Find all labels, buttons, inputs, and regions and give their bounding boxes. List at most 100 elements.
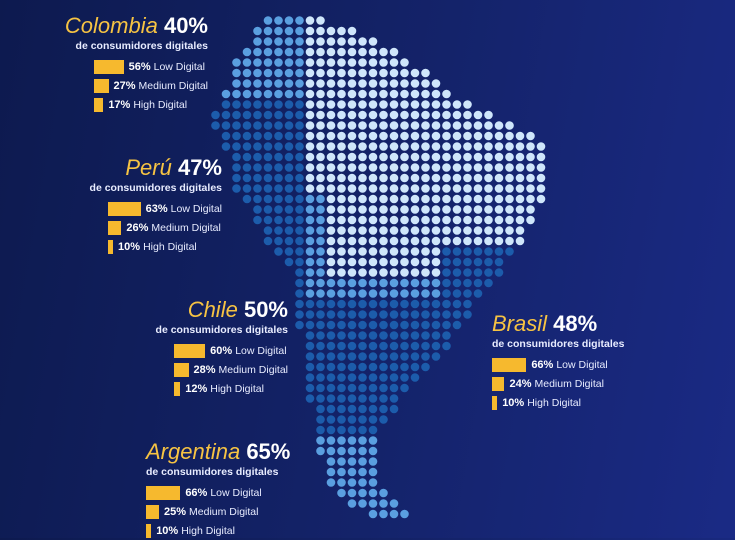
map-dot xyxy=(431,205,441,214)
map-dot xyxy=(421,184,430,193)
bar xyxy=(107,220,122,235)
map-dot xyxy=(347,499,357,508)
map-dot xyxy=(242,79,252,88)
bar xyxy=(492,357,527,372)
map-dot xyxy=(536,184,546,193)
map-dot xyxy=(410,110,420,120)
map-dot xyxy=(473,110,483,120)
bar xyxy=(173,381,181,396)
map-dot xyxy=(263,152,273,162)
map-dot xyxy=(431,163,441,172)
bar-value-label: 66% xyxy=(531,358,554,371)
map-dot xyxy=(347,26,357,36)
map-dot xyxy=(431,352,441,361)
map-dot xyxy=(368,278,378,288)
map-dot xyxy=(400,173,409,183)
map-dot xyxy=(431,215,441,225)
map-dot xyxy=(326,184,336,193)
map-dot xyxy=(473,215,483,225)
map-dot xyxy=(379,394,388,403)
bar-row: 24% Medium Digital xyxy=(492,374,652,393)
map-dot xyxy=(305,289,315,298)
map-dot xyxy=(274,205,283,214)
map-dot xyxy=(305,16,315,25)
map-dot xyxy=(295,310,304,319)
map-dot xyxy=(263,16,273,25)
map-dot xyxy=(484,152,493,162)
map-dot xyxy=(242,89,252,99)
map-dot xyxy=(379,236,388,246)
map-dot xyxy=(316,152,325,162)
map-dot xyxy=(368,121,378,130)
map-dot xyxy=(232,142,241,151)
map-dot xyxy=(473,131,483,141)
map-dot xyxy=(421,341,430,351)
map-dot xyxy=(452,310,462,319)
country-block-chile: Chile 50% de consumidores digitales 60% L… xyxy=(140,298,288,401)
map-dot xyxy=(316,58,325,67)
map-dot xyxy=(410,194,420,204)
map-dot xyxy=(295,79,304,88)
country-block-argentina: Argentina 65% de consumidores digitales … xyxy=(146,440,306,540)
map-dot xyxy=(232,58,241,67)
bar xyxy=(146,485,181,500)
map-dot xyxy=(452,152,462,162)
map-dot xyxy=(379,299,388,309)
map-dot xyxy=(263,68,273,78)
map-dot xyxy=(368,47,378,57)
map-dot xyxy=(305,173,315,183)
map-dot xyxy=(305,163,315,172)
map-dot xyxy=(473,278,483,288)
map-dot xyxy=(431,236,441,246)
map-dot xyxy=(347,488,357,498)
map-dot xyxy=(263,226,273,235)
map-dot xyxy=(358,131,367,141)
map-dot xyxy=(505,142,514,151)
map-dot xyxy=(442,278,451,288)
map-dot xyxy=(347,100,357,109)
map-dot xyxy=(326,121,336,130)
map-dot xyxy=(295,173,304,183)
map-dot xyxy=(389,499,399,508)
map-dot xyxy=(347,415,357,424)
map-dot xyxy=(368,415,378,424)
map-dot xyxy=(316,173,325,183)
map-dot xyxy=(358,352,367,361)
map-dot xyxy=(347,299,357,309)
map-dot xyxy=(326,89,336,99)
map-dot xyxy=(253,26,262,36)
map-dot xyxy=(463,131,472,141)
bar-category-label: Low Digital xyxy=(556,358,608,371)
map-dot xyxy=(379,383,388,393)
map-dot xyxy=(358,383,367,393)
map-dot xyxy=(442,236,451,246)
map-dot xyxy=(274,131,283,141)
map-dot xyxy=(284,205,294,214)
map-dot xyxy=(431,194,441,204)
map-dot xyxy=(337,205,346,214)
map-dot xyxy=(358,152,367,162)
map-dot xyxy=(389,352,399,361)
map-dot xyxy=(463,299,472,309)
map-dot xyxy=(442,131,451,141)
map-dot xyxy=(347,47,357,57)
map-dot xyxy=(337,320,346,330)
map-dot xyxy=(358,373,367,382)
map-dot xyxy=(494,247,504,256)
map-dot xyxy=(232,163,241,172)
map-dot xyxy=(326,205,336,214)
map-dot xyxy=(316,163,325,172)
map-dot xyxy=(410,205,420,214)
map-dot xyxy=(358,68,367,78)
map-dot xyxy=(295,47,304,57)
map-dot xyxy=(347,362,357,372)
map-dot xyxy=(505,226,514,235)
map-dot xyxy=(295,100,304,109)
map-dot xyxy=(442,152,451,162)
map-dot xyxy=(368,299,378,309)
map-dot xyxy=(337,289,346,298)
map-dot xyxy=(284,226,294,235)
map-dot xyxy=(242,152,252,162)
map-dot xyxy=(242,58,252,67)
map-dot xyxy=(316,236,325,246)
